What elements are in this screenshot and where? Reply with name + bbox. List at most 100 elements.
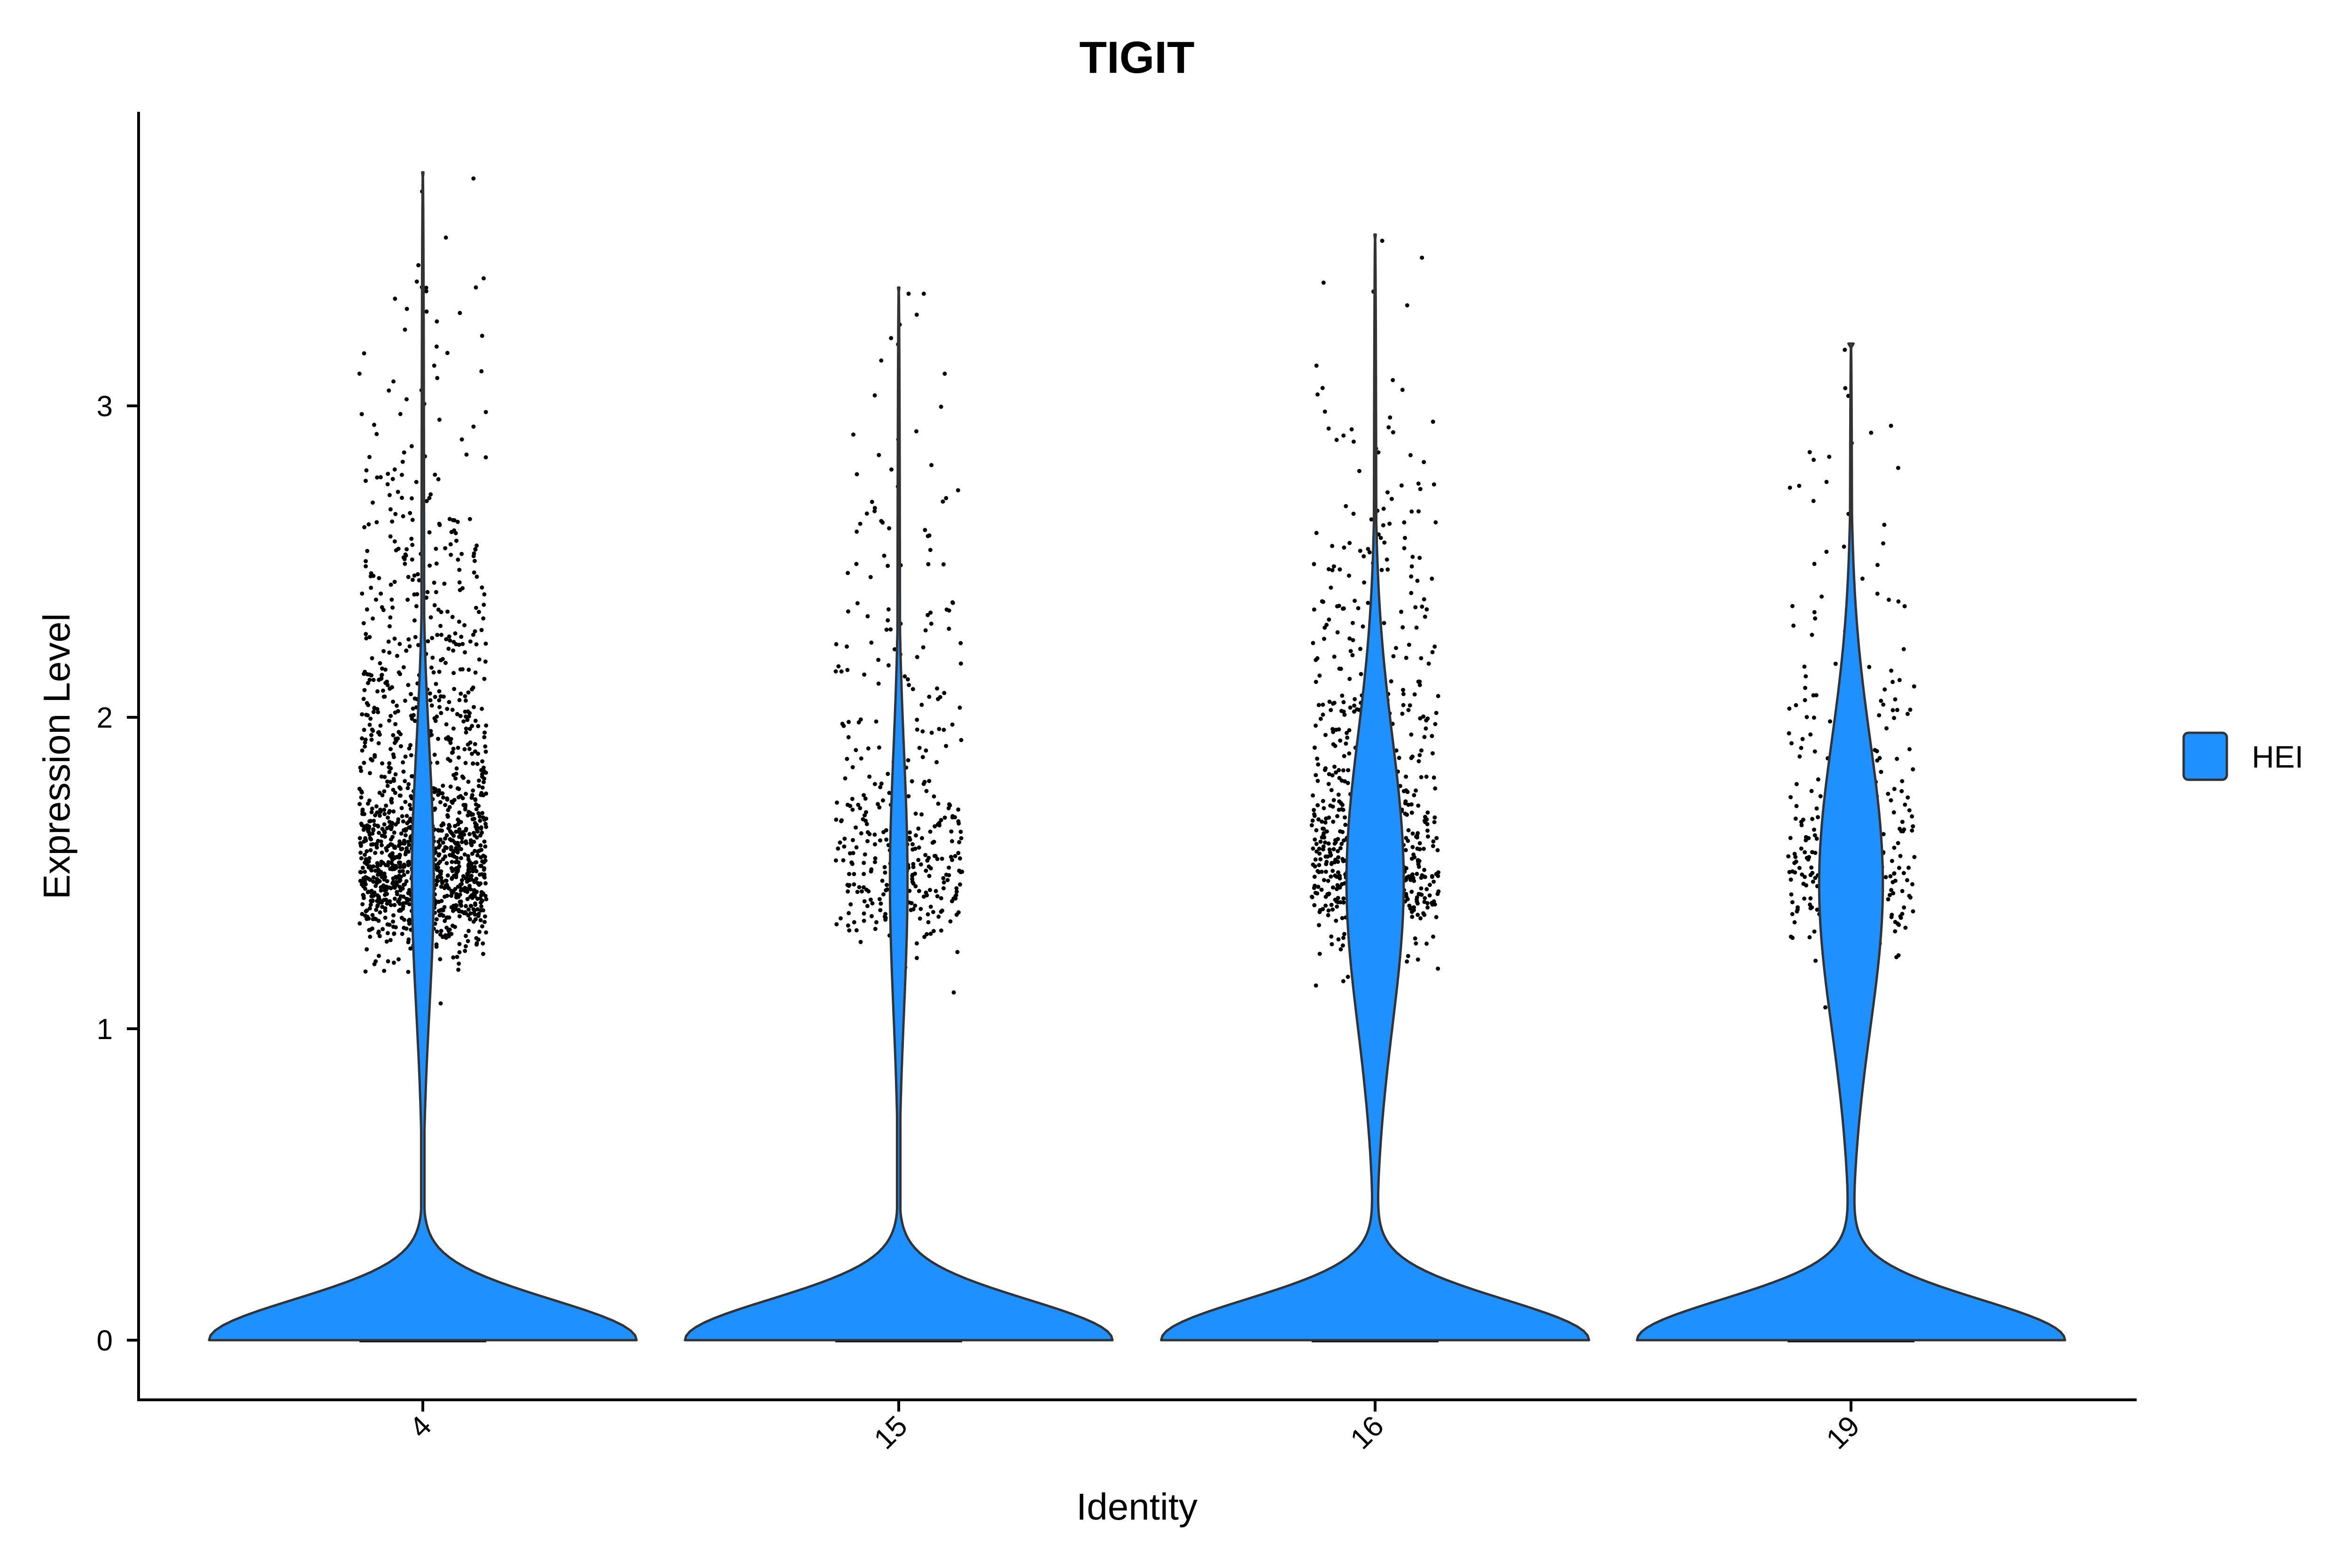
- data-point: [1410, 915, 1415, 919]
- data-point: [834, 800, 839, 805]
- data-point: [1329, 862, 1334, 866]
- data-point: [1366, 547, 1370, 551]
- data-point: [1315, 756, 1320, 761]
- data-point: [411, 713, 416, 717]
- data-point: [453, 887, 458, 892]
- data-point: [467, 746, 472, 751]
- data-point: [1352, 703, 1357, 708]
- data-point: [1410, 554, 1415, 559]
- data-point: [386, 815, 390, 820]
- data-point: [1326, 878, 1330, 883]
- data-point: [1431, 934, 1436, 939]
- data-point: [481, 952, 485, 956]
- data-point: [472, 816, 476, 821]
- data-point: [1391, 654, 1396, 659]
- data-point: [366, 681, 370, 685]
- data-point: [1415, 871, 1419, 876]
- data-point: [367, 856, 372, 861]
- data-point: [914, 429, 918, 434]
- data-point: [1812, 715, 1816, 720]
- data-point: [454, 642, 459, 646]
- data-point: [933, 889, 938, 893]
- data-point: [466, 742, 470, 747]
- data-point: [1332, 654, 1337, 659]
- data-point: [406, 937, 411, 942]
- data-point: [393, 737, 398, 741]
- data-point: [1409, 802, 1414, 807]
- data-point: [477, 657, 482, 662]
- data-point: [1350, 621, 1355, 625]
- data-point: [437, 698, 442, 703]
- data-point: [388, 507, 393, 512]
- data-point: [459, 903, 464, 908]
- data-point: [1315, 849, 1319, 854]
- data-point: [472, 890, 476, 895]
- data-point: [448, 759, 452, 763]
- data-point: [1345, 730, 1349, 735]
- data-point: [1875, 563, 1880, 567]
- data-point: [1421, 911, 1426, 916]
- data-point: [476, 610, 481, 614]
- data-point: [1788, 836, 1793, 840]
- data-point: [443, 803, 448, 807]
- data-point: [1423, 614, 1427, 619]
- data-point: [369, 733, 373, 737]
- data-point: [1415, 578, 1420, 583]
- data-point: [1317, 923, 1321, 927]
- data-point: [391, 379, 396, 384]
- data-point: [366, 890, 370, 894]
- data-point: [381, 883, 386, 888]
- data-point: [877, 453, 881, 458]
- data-point: [939, 909, 943, 914]
- data-point: [407, 644, 412, 649]
- data-point: [1382, 621, 1386, 625]
- data-point: [429, 665, 434, 670]
- data-point: [482, 780, 486, 784]
- data-point: [1314, 363, 1319, 368]
- data-point: [1338, 738, 1343, 743]
- data-point: [401, 769, 406, 774]
- data-point: [1409, 732, 1414, 737]
- data-point: [1823, 1005, 1828, 1009]
- data-point: [1405, 790, 1410, 794]
- data-point: [920, 836, 924, 840]
- data-point: [434, 945, 439, 949]
- data-point: [389, 714, 393, 718]
- data-point: [407, 902, 412, 907]
- data-point: [391, 809, 396, 814]
- data-point: [1425, 810, 1430, 815]
- data-point: [479, 825, 483, 830]
- data-point: [432, 603, 437, 607]
- data-point: [867, 774, 872, 779]
- data-point: [854, 928, 859, 932]
- data-point: [377, 732, 382, 737]
- data-point: [375, 904, 380, 908]
- data-point: [386, 959, 390, 963]
- data-point: [478, 843, 483, 848]
- data-point: [364, 825, 369, 830]
- data-point: [1391, 378, 1395, 382]
- data-point: [401, 901, 405, 906]
- data-point: [1314, 773, 1318, 777]
- data-point: [387, 761, 392, 766]
- data-point: [859, 889, 864, 894]
- data-point: [946, 806, 951, 810]
- data-point: [1381, 523, 1385, 528]
- data-point: [392, 867, 397, 871]
- data-point: [1312, 814, 1317, 818]
- data-point: [381, 649, 386, 653]
- data-point: [938, 695, 942, 699]
- data-point: [928, 888, 932, 893]
- data-point: [359, 856, 364, 861]
- data-point: [936, 915, 941, 919]
- data-point: [926, 864, 931, 869]
- data-point: [926, 613, 930, 617]
- data-point: [1431, 775, 1436, 780]
- data-point: [1899, 789, 1904, 793]
- data-point: [1327, 617, 1331, 622]
- data-point: [1417, 679, 1422, 684]
- data-point: [1812, 827, 1816, 832]
- data-point: [874, 719, 879, 724]
- data-point: [1422, 846, 1426, 851]
- data-point: [426, 639, 430, 644]
